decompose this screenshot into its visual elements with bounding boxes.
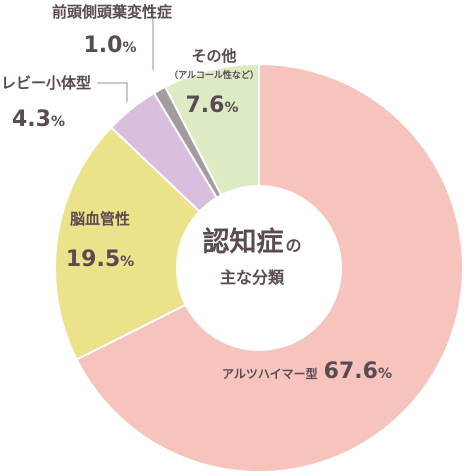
- label-other: その他 （アルコール性など） 7.6%: [169, 47, 259, 118]
- label-vascular: 脳血管性 19.5%: [66, 210, 134, 272]
- center-title-particle: の: [285, 236, 301, 255]
- label-other-unit: %: [224, 100, 238, 116]
- label-other-note: （アルコール性など）: [169, 69, 259, 81]
- label-ftld: 前頭側頭葉変性症 1.0%: [52, 3, 172, 58]
- label-ftld-value: 1.0: [83, 33, 122, 58]
- label-other-name: その他: [191, 47, 236, 65]
- label-vascular-unit: %: [120, 254, 134, 270]
- svg-text:4.3%: 4.3%: [12, 107, 65, 132]
- label-alzheimer-value: 67.6: [324, 359, 378, 384]
- center-subtitle: 主な分類: [220, 268, 285, 287]
- leader-line-lewy: [97, 82, 128, 102]
- label-ftld-unit: %: [122, 40, 136, 56]
- slice-alzheimer: [75, 62, 464, 472]
- label-alzheimer-name: アルツハイマー型: [222, 366, 318, 381]
- label-ftld-name: 前頭側頭葉変性症: [52, 3, 172, 21]
- svg-text:1.0%: 1.0%: [83, 33, 136, 58]
- center-label: 認知症の 主な分類: [202, 226, 301, 287]
- center-title: 認知症: [202, 226, 283, 258]
- label-alzheimer-unit: %: [378, 366, 392, 382]
- svg-text:19.5%: 19.5%: [66, 247, 134, 272]
- label-lewy: レビー小体型 4.3%: [1, 74, 91, 132]
- slice-other: [163, 62, 260, 197]
- slice-vascular: [54, 126, 201, 361]
- label-vascular-name: 脳血管性: [70, 210, 130, 228]
- label-lewy-unit: %: [51, 114, 65, 130]
- label-lewy-name: レビー小体型: [1, 74, 91, 92]
- label-lewy-value: 4.3: [12, 107, 51, 132]
- label-vascular-value: 19.5: [66, 247, 120, 272]
- label-alzheimer: アルツハイマー型 67.6%: [222, 359, 392, 384]
- donut-slices: [54, 62, 464, 472]
- svg-text:7.6%: 7.6%: [185, 93, 238, 118]
- label-other-value: 7.6: [185, 93, 224, 118]
